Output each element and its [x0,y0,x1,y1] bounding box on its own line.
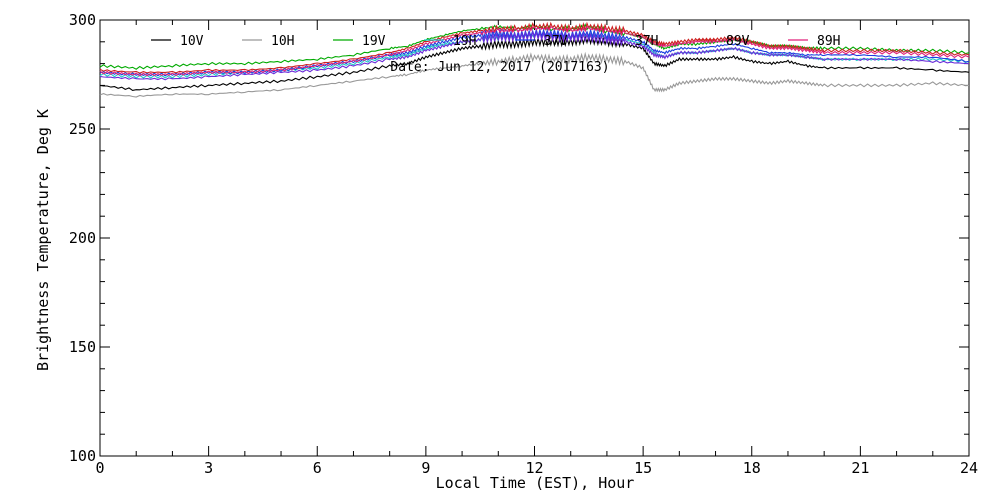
legend-label-89v: 89V [726,34,750,49]
legend-label-37h: 37H [635,34,658,49]
legend: 10V 10H 19V 19H 37V 37H 89V 89H [151,34,840,49]
axis-ticks: 0 3 6 9 12 15 18 21 24 100 150 200 250 300 [69,11,978,477]
x-tick-label: 12 [525,459,543,477]
series-line-89v [99,21,970,74]
legend-label-19h: 19H [453,34,476,49]
x-tick-label: 6 [313,459,322,477]
x-tick-label: 0 [95,459,104,477]
plot-frame [99,19,970,457]
date-label: Date: Jun 12, 2017 (2017163) [390,60,609,75]
series-lines [99,21,970,98]
legend-label-19v: 19V [362,34,386,49]
y-tick-label: 200 [69,229,96,247]
y-tick-label: 250 [69,120,96,138]
series-line-37h [99,30,970,81]
x-axis-title: Local Time (EST), Hour [436,474,635,492]
y-axis-title: Brightness Temperature, Deg K [34,109,52,371]
x-tick-label: 15 [634,459,652,477]
y-tick-label: 300 [69,11,96,29]
y-tick-label: 150 [69,338,96,356]
series-line-10h [99,51,970,98]
y-tick-label: 100 [69,447,96,465]
series-line-89h [99,25,970,77]
x-tick-label: 18 [743,459,761,477]
legend-label-37v: 37V [544,34,568,49]
x-tick-label: 3 [204,459,213,477]
series-line-10v [99,34,970,91]
x-tick-label: 24 [960,459,978,477]
legend-label-10v: 10V [180,34,204,49]
x-tick-label: 21 [851,459,869,477]
legend-label-10h: 10H [271,34,294,49]
series-line-37v [99,27,970,77]
legend-label-89h: 89H [817,34,840,49]
x-tick-label: 9 [421,459,430,477]
